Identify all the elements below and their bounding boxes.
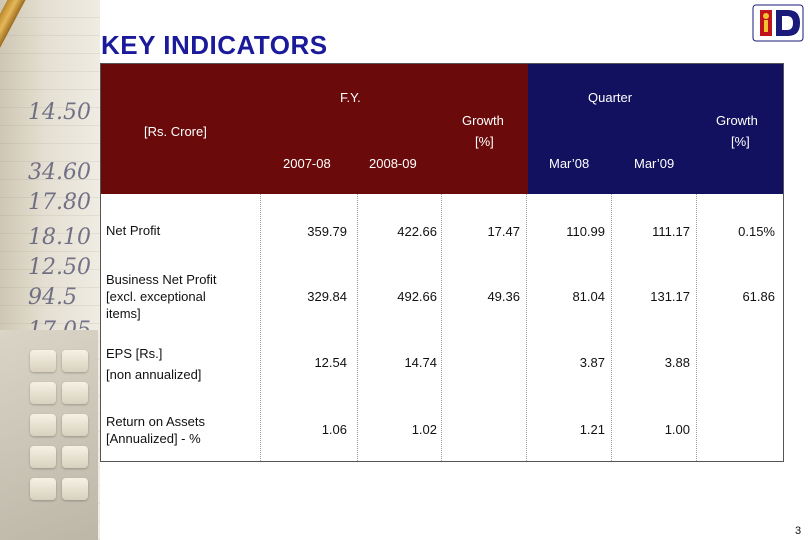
row-label: Business Net Profit	[106, 272, 217, 287]
cell-mar08: 81.04	[572, 289, 605, 304]
cell-mar08: 1.21	[579, 422, 605, 437]
cell-fy-growth: 49.36	[487, 289, 520, 304]
calculator-key	[62, 382, 88, 404]
row-label: [non annualized]	[106, 367, 202, 382]
cell-mar09: 111.17	[652, 224, 690, 239]
cell-mar09: 3.88	[664, 355, 690, 370]
company-logo-icon	[752, 4, 804, 42]
row-label: [Annualized] - %	[106, 431, 201, 446]
row-label: [excl. exceptional	[106, 289, 206, 304]
page-title: KEY INDICATORS	[101, 30, 328, 60]
cell-fy0708: 12.54	[314, 355, 347, 370]
calculator-key	[30, 350, 56, 372]
calculator-key	[62, 478, 88, 500]
header-fy: F.Y.	[340, 90, 361, 105]
cell-q-growth: 61.86	[742, 289, 775, 304]
calculator-image	[0, 330, 98, 540]
header-quarter-growth-unit: [%]	[731, 134, 750, 149]
header-quarter-growth: Growth	[716, 113, 758, 128]
cell-fy0708: 1.06	[321, 422, 347, 437]
cell-fy0708: 329.84	[307, 289, 347, 304]
header-fy-growth-unit: [%]	[475, 134, 494, 149]
column-divider	[526, 194, 527, 461]
calculator-key	[62, 446, 88, 468]
handwriting-line: 12.50	[28, 255, 91, 280]
page-number: 3	[795, 525, 802, 537]
column-divider	[611, 194, 612, 461]
calculator-key	[62, 350, 88, 372]
cell-fy0708: 359.79	[307, 224, 347, 239]
calculator-key	[30, 478, 56, 500]
calculator-key	[30, 382, 56, 404]
cell-fy0809: 1.02	[411, 422, 437, 437]
handwriting-line: 14.50	[28, 100, 91, 125]
cell-fy-growth: 17.47	[487, 224, 520, 239]
quarter-header-block	[528, 64, 783, 194]
pencil-image	[0, 0, 33, 165]
cell-mar09: 131.17	[650, 289, 690, 304]
row-label: Net Profit	[106, 223, 161, 238]
column-divider	[696, 194, 697, 461]
cell-q-growth: 0.15%	[738, 224, 775, 239]
fy-header-block	[101, 64, 528, 194]
header-units: [Rs. Crore]	[144, 124, 207, 139]
cell-fy0809: 422.66	[397, 224, 437, 239]
cell-fy0809: 492.66	[397, 289, 437, 304]
row-label: Return on Assets	[106, 414, 205, 429]
cell-fy0809: 14.74	[404, 355, 437, 370]
row-label: items]	[106, 306, 141, 321]
header-mar08: Mar’08	[549, 156, 590, 171]
handwriting-line: 94.5	[28, 285, 77, 310]
header-fy-growth: Growth	[462, 113, 504, 128]
header-2007-08: 2007-08	[283, 156, 331, 171]
cell-mar09: 1.00	[664, 422, 690, 437]
handwriting-line: 17.80	[28, 190, 91, 215]
cell-mar08: 3.87	[579, 355, 605, 370]
header-2008-09: 2008-09	[369, 156, 417, 171]
handwriting-line: 34.60	[28, 160, 91, 185]
cell-mar08: 110.99	[566, 224, 605, 239]
handwriting-line: 18.10	[28, 225, 91, 250]
column-divider	[441, 194, 442, 461]
column-divider	[357, 194, 358, 461]
calculator-key	[30, 446, 56, 468]
background-photo: 14.50 34.60 17.80 18.10 12.50 94.5 17.05	[0, 0, 100, 540]
header-mar09: Mar’09	[634, 156, 675, 171]
calculator-key	[62, 414, 88, 436]
calculator-key	[30, 414, 56, 436]
row-label: EPS [Rs.]	[106, 346, 163, 361]
header-quarter: Quarter	[588, 90, 633, 105]
column-divider	[260, 194, 261, 461]
